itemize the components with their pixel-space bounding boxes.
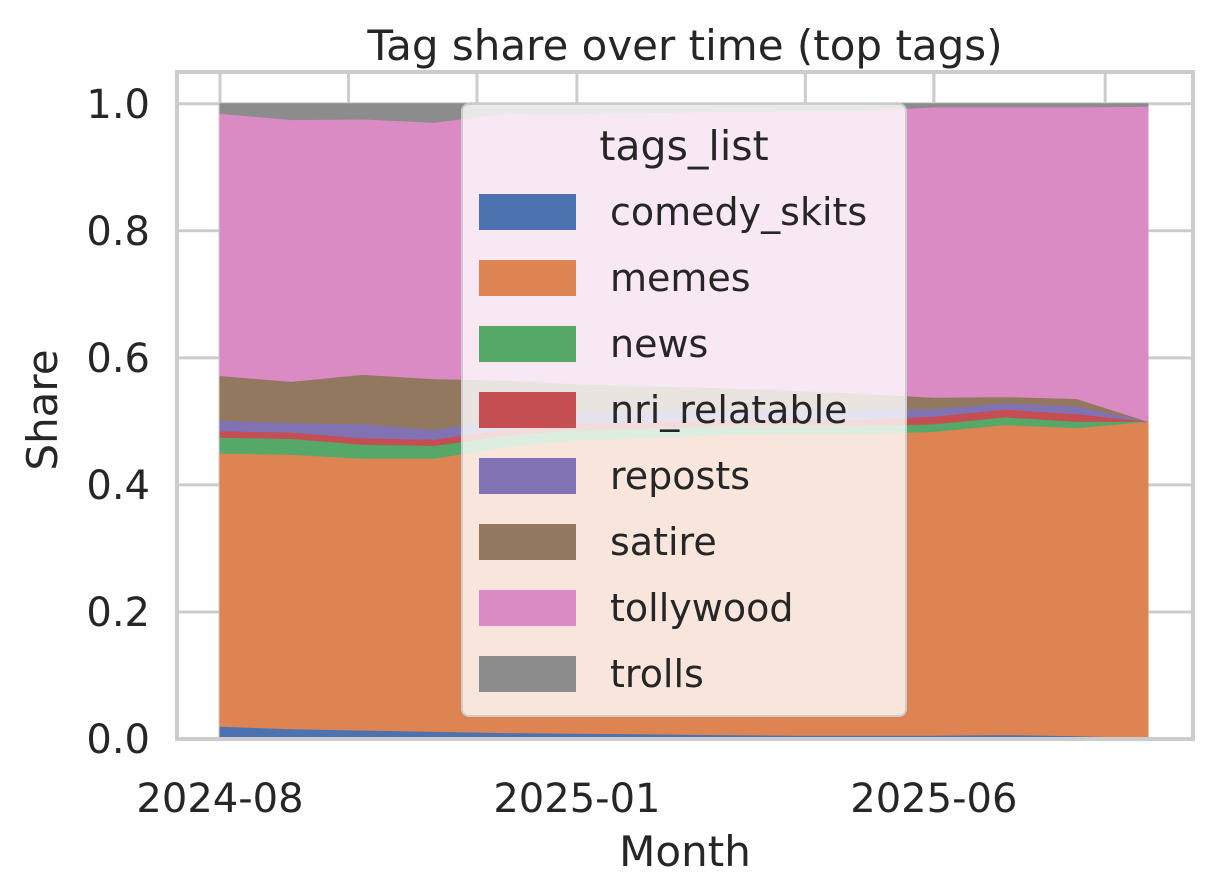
legend-swatch-tollywood	[479, 590, 576, 626]
legend-label-memes: memes	[610, 256, 751, 300]
legend-swatch-trolls	[479, 656, 576, 692]
legend-label-comedy-skits: comedy_skits	[610, 190, 867, 234]
x-tick-labels: 2024-08 2025-01 2025-06	[136, 776, 1017, 822]
y-tick-label: 1.0	[86, 82, 150, 128]
y-tick-labels: 0.0 0.2 0.4 0.6 0.8 1.0	[86, 82, 150, 763]
x-axis-label: Month	[619, 827, 751, 876]
plot-frame	[175, 70, 1195, 741]
y-axis-label: Share	[18, 349, 67, 470]
legend-title: tags_list	[599, 122, 768, 170]
x-tick-label: 2025-06	[850, 776, 1017, 822]
y-tick-label: 0.0	[86, 717, 150, 763]
legend-swatch-reposts	[479, 458, 576, 494]
legend-label-reposts: reposts	[610, 454, 750, 498]
x-tick-label: 2024-08	[136, 776, 303, 822]
y-tick-label: 0.8	[86, 209, 150, 255]
legend-label-nri-relatable: nri_relatable	[610, 388, 848, 432]
x-tick-label: 2025-01	[493, 776, 660, 822]
legend-label-tollywood: tollywood	[610, 586, 793, 630]
legend-swatch-comedy-skits	[479, 194, 576, 230]
y-tick-label: 0.2	[86, 590, 150, 636]
legend-label-satire: satire	[610, 520, 717, 564]
y-tick-label: 0.4	[86, 463, 150, 509]
legend-swatch-nri-relatable	[479, 392, 576, 428]
y-tick-label: 0.6	[86, 336, 150, 382]
legend-swatch-memes	[479, 260, 576, 296]
legend-swatch-news	[479, 326, 576, 362]
legend-label-news: news	[610, 322, 708, 366]
legend-box	[461, 103, 907, 717]
chart-title: Tag share over time (top tags)	[366, 21, 1002, 70]
legend-label-trolls: trolls	[610, 652, 704, 696]
legend-swatch-satire	[479, 524, 576, 560]
